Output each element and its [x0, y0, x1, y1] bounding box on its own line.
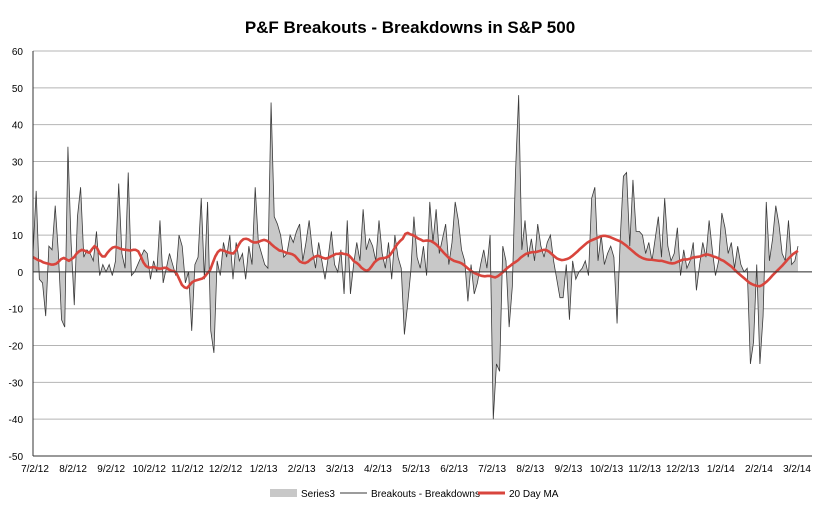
legend-label-series3: Series3	[301, 489, 335, 500]
legend: Series3 Breakouts - Breakdowns 20 Day MA	[270, 489, 559, 500]
y-tick-label: -20	[9, 342, 24, 353]
y-tick-label: 40	[12, 121, 24, 132]
grid-lines	[33, 50, 812, 420]
x-tick-label: 8/2/13	[516, 464, 544, 475]
legend-label-breakouts: Breakouts - Breakdowns	[371, 489, 480, 500]
x-tick-label: 7/2/13	[478, 464, 506, 475]
x-tick-label: 6/2/13	[440, 464, 468, 475]
x-tick-label: 5/2/13	[402, 464, 430, 475]
x-tick-label: 2/2/13	[288, 464, 316, 475]
legend-label-ma: 20 Day MA	[509, 489, 559, 500]
series-layer	[32, 95, 799, 420]
x-tick-label: 9/2/12	[97, 464, 125, 475]
y-axis-tick-labels: 60 50 40 30 20 10 0 -10 -20 -30 -40 -50	[9, 47, 24, 463]
y-tick-label: 20	[12, 194, 24, 205]
x-tick-label: 10/2/12	[133, 464, 167, 475]
x-tick-label: 10/2/13	[590, 464, 624, 475]
x-tick-label: 12/2/13	[666, 464, 700, 475]
y-tick-label: 10	[12, 231, 24, 242]
x-tick-label: 3/2/14	[783, 464, 811, 475]
x-tick-label: 9/2/13	[554, 464, 582, 475]
x-tick-label: 1/2/13	[250, 464, 278, 475]
y-tick-label: 30	[12, 157, 24, 168]
x-axis-tick-labels: 7/2/12 8/2/12 9/2/12 10/2/12 11/2/12 12/2/12 1…	[21, 464, 811, 475]
y-tick-label: -10	[9, 305, 24, 316]
legend-swatch-series3	[270, 489, 297, 497]
y-tick-label: 50	[12, 84, 24, 95]
y-tick-label: -30	[9, 378, 24, 389]
ma-line	[32, 231, 799, 290]
x-tick-label: 1/2/14	[707, 464, 735, 475]
x-tick-label: 12/2/12	[209, 464, 243, 475]
chart-title: P&F Breakouts - Breakdowns in S&P 500	[245, 18, 575, 37]
x-tick-label: 4/2/13	[364, 464, 392, 475]
y-tick-label: -40	[9, 415, 24, 426]
x-tick-label: 8/2/12	[59, 464, 87, 475]
x-tick-label: 11/2/13	[628, 464, 661, 475]
x-tick-label: 2/2/14	[745, 464, 773, 475]
x-tick-label: 7/2/12	[21, 464, 49, 475]
y-tick-label: -50	[9, 452, 24, 463]
x-tick-label: 3/2/13	[326, 464, 354, 475]
y-tick-label: 60	[12, 47, 24, 58]
series3-area	[33, 95, 798, 420]
y-tick-label: 0	[17, 268, 23, 279]
x-tick-label: 11/2/12	[171, 464, 204, 475]
